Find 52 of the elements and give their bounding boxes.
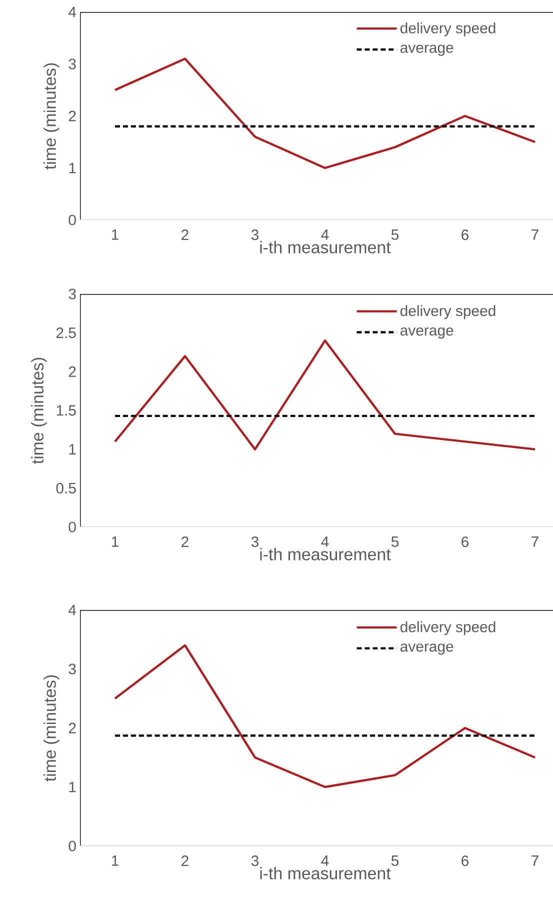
y-tick-label: 2 [68, 366, 76, 377]
x-axis-title: i-th measurement [260, 866, 391, 880]
x-tick-label: 1 [112, 536, 118, 547]
legend-label: delivery speed [400, 305, 496, 320]
y-tick-label: 0 [68, 840, 76, 852]
y-axis-title: time (minutes) [44, 63, 60, 170]
x-tick-label: 3 [251, 856, 258, 866]
x-axis-title: i-th measurement [260, 240, 391, 254]
x-tick-label: 2 [182, 856, 188, 866]
y-tick-label: 2 [68, 110, 76, 122]
y-tick-label: 0.5 [56, 482, 76, 494]
x-tick-label: 5 [391, 230, 399, 240]
legend-label: delivery speed [400, 621, 496, 636]
x-tick-label: 7 [532, 856, 538, 866]
x-tick-label: 1 [112, 230, 118, 240]
x-tick-label: 6 [462, 536, 468, 548]
x-tick-label: 6 [462, 230, 468, 240]
y-tick-label: 4 [68, 604, 76, 616]
y-tick-label: 0 [68, 522, 76, 532]
y-tick-label: 1 [69, 444, 76, 454]
legend-label: average [400, 44, 454, 56]
x-tick-label: 2 [182, 536, 188, 547]
y-tick-label: 3 [68, 664, 76, 674]
x-tick-label: 1 [112, 856, 118, 866]
y-tick-label: 0 [68, 214, 76, 226]
x-tick-label: 4 [321, 536, 329, 547]
line-series [114, 644, 536, 788]
y-tick-label: 3 [68, 288, 76, 300]
x-tick-label: 3 [251, 536, 258, 548]
x-tick-label: 7 [532, 536, 538, 547]
x-axis-title: i-th measurement [260, 548, 391, 560]
y-axis-title: time (minutes) [31, 358, 47, 464]
y-tick-label: 1 [69, 162, 76, 174]
x-tick-label: 5 [391, 536, 399, 547]
x-tick-label: 4 [321, 230, 329, 240]
x-tick-label: 6 [462, 856, 468, 866]
y-tick-label: 1.5 [56, 405, 76, 416]
legend-label: delivery speed [400, 22, 496, 36]
x-tick-label: 5 [391, 856, 399, 866]
x-tick-label: 4 [321, 856, 329, 866]
legend-label: average [400, 327, 454, 339]
y-axis-title: time (minutes) [44, 675, 60, 782]
y-tick-label: 3 [68, 58, 76, 70]
x-tick-label: 3 [251, 230, 258, 240]
y-tick-label: 4 [68, 6, 76, 18]
x-tick-label: 7 [532, 230, 538, 240]
y-tick-label: 2 [68, 722, 76, 734]
line-series [114, 58, 536, 170]
y-tick-label: 2.5 [56, 328, 76, 338]
legend-label: average [400, 644, 454, 655]
x-tick-label: 2 [182, 230, 188, 240]
y-tick-label: 1 [69, 782, 76, 792]
